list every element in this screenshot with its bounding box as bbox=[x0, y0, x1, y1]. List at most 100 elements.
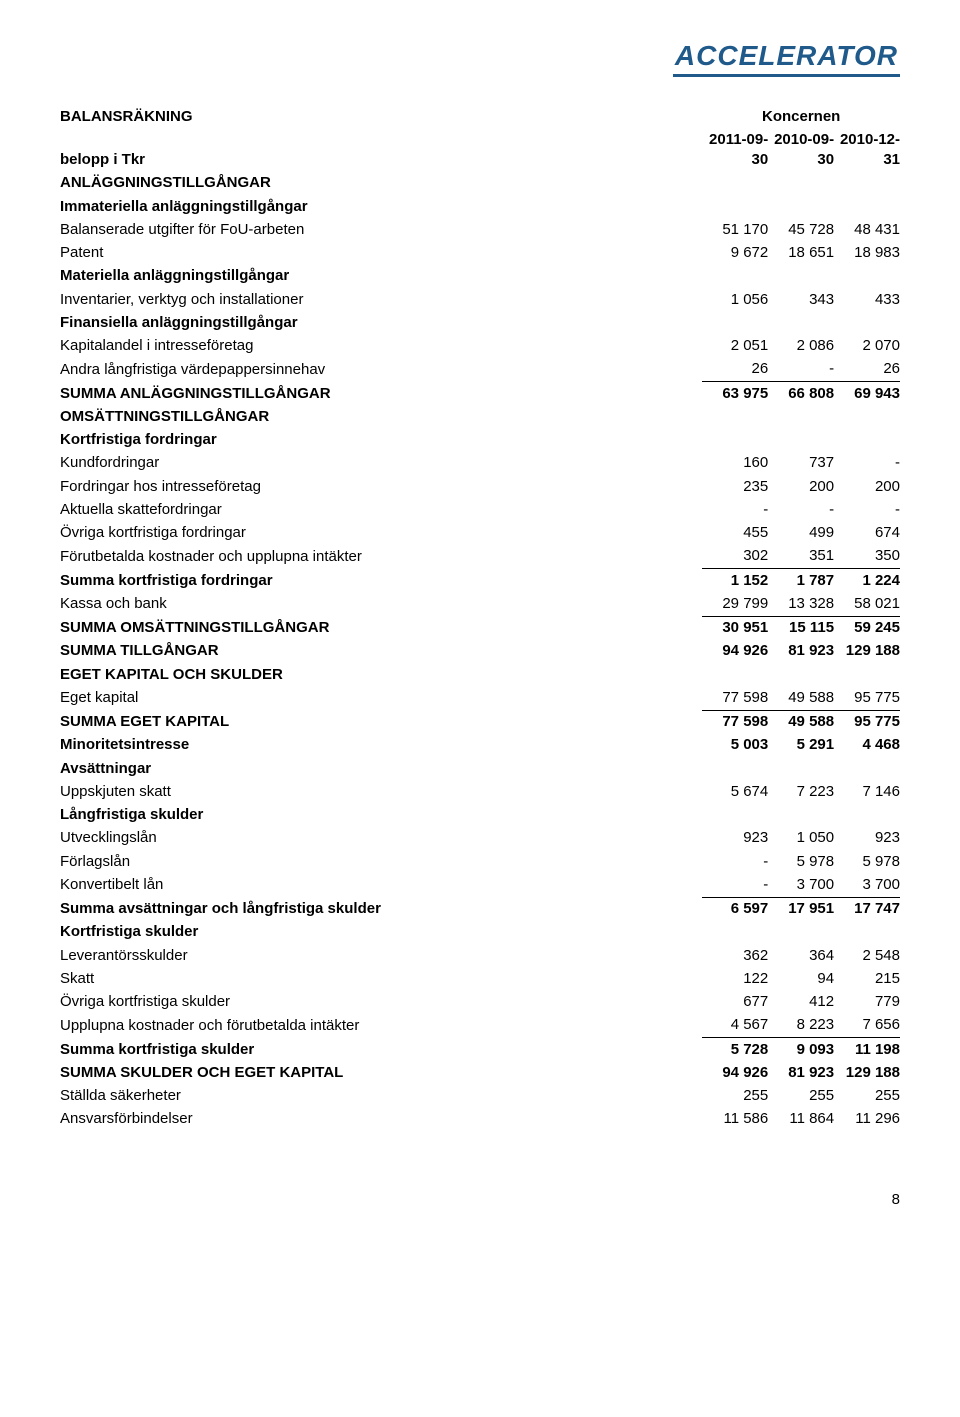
row-label: Immateriella anläggningstillgångar bbox=[60, 195, 702, 218]
row-value-2: 81 923 bbox=[768, 1061, 834, 1084]
row-value-3: 7 146 bbox=[834, 780, 900, 803]
row-value-1: 1 056 bbox=[702, 288, 768, 311]
row-value-2 bbox=[768, 921, 834, 944]
row-value-1: 302 bbox=[702, 545, 768, 569]
row-value-3 bbox=[834, 921, 900, 944]
row-value-1 bbox=[702, 429, 768, 452]
row-value-2 bbox=[768, 757, 834, 780]
row-value-3: 95 775 bbox=[834, 686, 900, 710]
row-value-2: 3 700 bbox=[768, 873, 834, 897]
row-value-2 bbox=[768, 663, 834, 686]
table-row: Konvertibelt lån-3 7003 700 bbox=[60, 873, 900, 897]
row-value-2: 1 787 bbox=[768, 569, 834, 593]
row-value-2 bbox=[768, 311, 834, 334]
table-row: SUMMA ANLÄGGNINGSTILLGÅNGAR63 97566 8086… bbox=[60, 382, 900, 406]
row-value-1 bbox=[702, 663, 768, 686]
row-value-3 bbox=[834, 663, 900, 686]
table-row: Kortfristiga skulder bbox=[60, 921, 900, 944]
row-value-1: 923 bbox=[702, 827, 768, 850]
row-value-3: 674 bbox=[834, 522, 900, 545]
row-value-3: 200 bbox=[834, 475, 900, 498]
row-label: SUMMA EGET KAPITAL bbox=[60, 710, 702, 734]
row-label: Kapitalandel i intresseföretag bbox=[60, 335, 702, 358]
row-value-3: 129 188 bbox=[834, 640, 900, 663]
table-row: Kortfristiga fordringar bbox=[60, 429, 900, 452]
row-value-3: 48 431 bbox=[834, 218, 900, 241]
row-value-3: 215 bbox=[834, 967, 900, 990]
table-header-row-1: BALANSRÄKNINGKoncernen bbox=[60, 105, 900, 128]
row-label: Övriga kortfristiga fordringar bbox=[60, 522, 702, 545]
row-label: Uppskjuten skatt bbox=[60, 780, 702, 803]
row-value-1 bbox=[702, 311, 768, 334]
row-label: ANLÄGGNINGSTILLGÅNGAR bbox=[60, 172, 702, 195]
row-value-3 bbox=[834, 265, 900, 288]
row-value-2: - bbox=[768, 358, 834, 382]
row-value-1: 6 597 bbox=[702, 897, 768, 921]
row-value-3: 1 224 bbox=[834, 569, 900, 593]
row-value-2: 343 bbox=[768, 288, 834, 311]
row-value-2: 49 588 bbox=[768, 710, 834, 734]
row-value-2 bbox=[768, 172, 834, 195]
row-value-2: 737 bbox=[768, 452, 834, 475]
row-value-3: 433 bbox=[834, 288, 900, 311]
row-value-1: 29 799 bbox=[702, 592, 768, 616]
row-value-3: 2 548 bbox=[834, 944, 900, 967]
col-header-3: 2010-12-31 bbox=[834, 128, 900, 172]
row-label: Balanserade utgifter för FoU-arbeten bbox=[60, 218, 702, 241]
row-value-1: 77 598 bbox=[702, 710, 768, 734]
table-row: Kundfordringar160737- bbox=[60, 452, 900, 475]
brand-logo: ACCELERATOR bbox=[673, 40, 900, 77]
row-value-1: 11 586 bbox=[702, 1108, 768, 1131]
row-value-1 bbox=[702, 921, 768, 944]
row-value-3: 95 775 bbox=[834, 710, 900, 734]
row-value-1: - bbox=[702, 873, 768, 897]
col-header-2: 2010-09-30 bbox=[768, 128, 834, 172]
table-row: Kapitalandel i intresseföretag2 0512 086… bbox=[60, 335, 900, 358]
row-value-1 bbox=[702, 195, 768, 218]
row-label: EGET KAPITAL OCH SKULDER bbox=[60, 663, 702, 686]
row-value-2: 1 050 bbox=[768, 827, 834, 850]
table-row: ANLÄGGNINGSTILLGÅNGAR bbox=[60, 172, 900, 195]
row-value-1 bbox=[702, 804, 768, 827]
row-label: Minoritetsintresse bbox=[60, 734, 702, 757]
row-label: SUMMA TILLGÅNGAR bbox=[60, 640, 702, 663]
row-label: Inventarier, verktyg och installationer bbox=[60, 288, 702, 311]
group-label-cell: Koncernen bbox=[702, 105, 900, 128]
table-row: Summa kortfristiga fordringar1 1521 7871… bbox=[60, 569, 900, 593]
table-row: Aktuella skattefordringar--- bbox=[60, 498, 900, 521]
row-value-3: - bbox=[834, 452, 900, 475]
row-label: OMSÄTTNINGSTILLGÅNGAR bbox=[60, 405, 702, 428]
row-value-1: 5 003 bbox=[702, 734, 768, 757]
row-value-2 bbox=[768, 804, 834, 827]
row-value-1: 51 170 bbox=[702, 218, 768, 241]
row-value-3: 18 983 bbox=[834, 242, 900, 265]
row-value-2 bbox=[768, 429, 834, 452]
row-label: Andra långfristiga värdepappersinnehav bbox=[60, 358, 702, 382]
row-value-2: 15 115 bbox=[768, 616, 834, 640]
row-label: Skatt bbox=[60, 967, 702, 990]
table-row: Skatt12294215 bbox=[60, 967, 900, 990]
row-label: Eget kapital bbox=[60, 686, 702, 710]
row-value-3: 350 bbox=[834, 545, 900, 569]
row-label: SUMMA SKULDER OCH EGET KAPITAL bbox=[60, 1061, 702, 1084]
table-row: SUMMA TILLGÅNGAR94 92681 923129 188 bbox=[60, 640, 900, 663]
row-label: Summa kortfristiga skulder bbox=[60, 1038, 702, 1062]
row-label: Utvecklingslån bbox=[60, 827, 702, 850]
row-label: SUMMA OMSÄTTNINGSTILLGÅNGAR bbox=[60, 616, 702, 640]
table-row: Långfristiga skulder bbox=[60, 804, 900, 827]
table-row: Avsättningar bbox=[60, 757, 900, 780]
row-value-1: 5 674 bbox=[702, 780, 768, 803]
row-value-3: 779 bbox=[834, 991, 900, 1014]
row-label: Fordringar hos intresseföretag bbox=[60, 475, 702, 498]
row-value-1: 94 926 bbox=[702, 1061, 768, 1084]
row-value-3: 17 747 bbox=[834, 897, 900, 921]
table-row: Övriga kortfristiga skulder677412779 bbox=[60, 991, 900, 1014]
row-label: Långfristiga skulder bbox=[60, 804, 702, 827]
row-value-2 bbox=[768, 405, 834, 428]
table-row: SUMMA SKULDER OCH EGET KAPITAL94 92681 9… bbox=[60, 1061, 900, 1084]
table-row: Finansiella anläggningstillgångar bbox=[60, 311, 900, 334]
table-row: OMSÄTTNINGSTILLGÅNGAR bbox=[60, 405, 900, 428]
row-label: Förlagslån bbox=[60, 850, 702, 873]
row-value-1: 455 bbox=[702, 522, 768, 545]
row-label: Ställda säkerheter bbox=[60, 1085, 702, 1108]
